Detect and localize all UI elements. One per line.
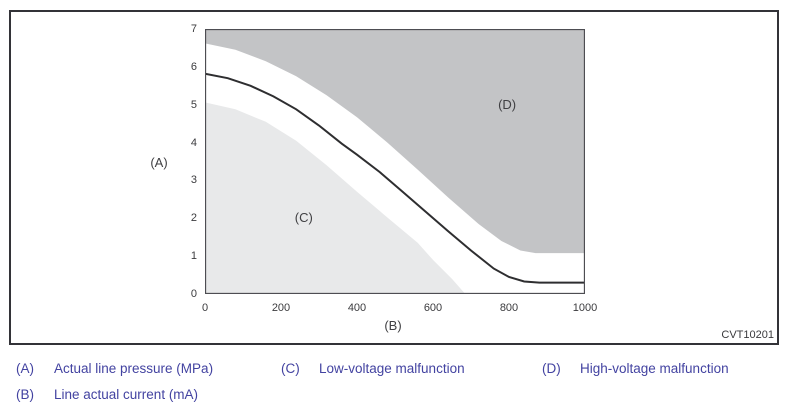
legend-key-b: (B)	[16, 387, 34, 402]
line-pressure-threshold-curve	[205, 72, 585, 284]
legend-key-d: (D)	[542, 361, 561, 376]
legend-key-a: (A)	[16, 361, 34, 376]
x-tick-label: 600	[423, 302, 443, 314]
region-high-voltage-malfunction	[205, 29, 585, 254]
y-tick-label: 6	[190, 60, 197, 73]
legend-item-b: (B) Line actual current (mA)	[16, 387, 198, 403]
chart-svg	[205, 29, 585, 294]
x-axis-label: (B)	[384, 318, 402, 333]
x-tick-label: 400	[347, 302, 367, 314]
legend-label-c: Low-voltage malfunction	[319, 361, 465, 376]
region-low-voltage-malfunction	[205, 102, 466, 294]
legend-item-d: (D) High-voltage malfunction	[542, 361, 729, 377]
x-tick-label: 800	[499, 302, 519, 314]
x-tick-label: 200	[271, 302, 291, 314]
y-tick-label: 1	[190, 250, 197, 263]
y-tick-label: 5	[190, 98, 197, 111]
legend-key-c: (C)	[281, 361, 300, 376]
y-tick-label: 3	[190, 174, 197, 187]
y-axis-label: (A)	[150, 155, 168, 170]
legend-label-d: High-voltage malfunction	[580, 361, 729, 376]
legend-item-a: (A) Actual line pressure (MPa)	[16, 361, 213, 377]
legend-label-a: Actual line pressure (MPa)	[54, 361, 214, 376]
y-tick-label: 7	[190, 23, 197, 35]
region-label-high-voltage-malfunction: (D)	[498, 96, 517, 112]
figure-code: CVT10201	[721, 329, 774, 341]
plot-border	[205, 29, 585, 294]
region-label-low-voltage-malfunction: (C)	[294, 210, 313, 226]
x-tick-label: 0	[201, 302, 209, 314]
legend-label-b: Line actual current (mA)	[54, 387, 199, 402]
x-tick-label: 1000	[572, 302, 598, 314]
y-tick-label: 4	[190, 136, 197, 149]
y-tick-label: 0	[190, 288, 197, 300]
y-tick-label: 2	[190, 212, 197, 225]
legend-item-c: (C) Low-voltage malfunction	[281, 361, 465, 377]
chart-area	[205, 29, 585, 294]
